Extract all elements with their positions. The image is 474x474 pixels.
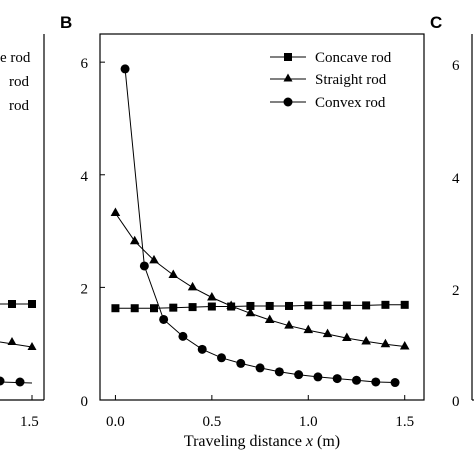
straight-data-point (399, 341, 410, 350)
straight-data-point (380, 338, 391, 348)
legend-straight-label: Straight rod (315, 72, 387, 88)
concave-data-point (150, 304, 158, 313)
legend-convex-marker (283, 97, 293, 107)
right-panel-y-tick-label-4: 4 (452, 171, 460, 187)
convex-data-point (332, 374, 342, 384)
convex-data-point (236, 358, 246, 368)
legend-concave-label: Concave rod (315, 50, 392, 66)
x-tick-label: 1.5 (395, 414, 414, 430)
concave-data-point (265, 301, 274, 310)
y-tick-label: 0 (81, 394, 89, 410)
convex-data-point (352, 375, 361, 385)
straight-data-point (303, 324, 314, 334)
legend-straight-marker (283, 73, 293, 82)
concave-line (115, 304, 405, 309)
panel-b-label: B (60, 13, 72, 32)
straight-data-point (129, 235, 140, 245)
convex-data-point (255, 363, 265, 373)
convex-data-point (159, 314, 169, 324)
concave-data-point (400, 300, 409, 309)
convex-data-point (313, 372, 323, 382)
left-straight-point (7, 337, 17, 345)
panel-b-plot-frame (99, 33, 425, 401)
x-tick-label: 1.0 (299, 414, 318, 430)
straight-data-point (168, 269, 179, 278)
concave-data-point (362, 301, 371, 310)
straight-data-point (361, 335, 371, 345)
left-straight-point (27, 342, 37, 350)
left-legend-entry-straight: rod (9, 74, 29, 90)
convex-data-point (294, 370, 304, 380)
left-panel-x-tick-label: 1.5 (20, 414, 39, 430)
left-partial-panel: 1.5 e rod rod rod (0, 34, 45, 430)
convex-data-point (178, 331, 188, 341)
concave-data-point (246, 301, 255, 310)
concave-data-point (111, 304, 120, 313)
convex-data-point (371, 377, 381, 387)
left-concave-point (8, 300, 16, 308)
y-tick-label: 2 (81, 281, 89, 297)
straight-data-point (207, 292, 217, 301)
x-axis-title-variable: x (305, 433, 313, 450)
panel-b: B 0.0 0.5 1.0 1.5 0 2 4 6 Traveling distance x … (60, 13, 425, 450)
concave-data-point (130, 304, 139, 313)
straight-data-point (264, 314, 275, 324)
convex-data-point (197, 344, 207, 354)
left-legend-entry-convex: rod (9, 98, 29, 114)
left-panel-series-concave (0, 300, 36, 308)
legend-concave-marker (284, 53, 292, 61)
convex-data-point (274, 367, 284, 377)
concave-data-point (342, 301, 351, 310)
concave-data-point (285, 301, 293, 310)
left-legend-entry-concave: e rod (0, 50, 31, 66)
straight-data-point (322, 328, 333, 338)
left-concave-point (28, 300, 36, 308)
y-tick-label: 6 (81, 56, 89, 72)
right-panel-y-tick-label-2: 2 (452, 283, 460, 299)
right-panel-y-tick-label-0: 0 (452, 394, 460, 410)
left-panel-series-straight (0, 337, 37, 350)
straight-data-point (110, 207, 121, 217)
straight-data-point (245, 307, 256, 317)
convex-data-point (217, 353, 226, 363)
panel-c-label: C (430, 13, 442, 32)
straight-data-point (187, 281, 198, 291)
x-axis-title-prefix: Traveling distance (184, 433, 306, 450)
convex-data-point (390, 378, 400, 388)
concave-data-point (188, 303, 197, 312)
convex-line (124, 68, 396, 383)
panel-b-legend: Concave rod Straight rod Convex rod (270, 50, 392, 111)
series-convex (120, 64, 400, 388)
left-convex-point (0, 376, 5, 386)
x-tick-label: 0.0 (106, 414, 125, 430)
series-concave (111, 300, 409, 313)
x-axis-title-unit: (m) (313, 433, 340, 450)
y-tick-label: 4 (81, 169, 89, 185)
convex-data-point (120, 64, 130, 74)
concave-data-point (304, 301, 313, 310)
left-panel-series-convex (0, 376, 33, 387)
left-panel-legend: e rod rod rod (0, 50, 31, 114)
panel-b-ticks: 0.0 0.5 1.0 1.5 0 2 4 6 (81, 56, 415, 430)
panel-b-series (110, 64, 410, 388)
straight-data-point (226, 300, 236, 309)
straight-data-point (149, 254, 159, 264)
straight-line (114, 212, 405, 347)
straight-data-point (284, 320, 294, 329)
legend-convex-label: Convex rod (315, 95, 386, 111)
straight-data-point (342, 332, 352, 342)
series-straight (110, 207, 410, 350)
panel-b-x-axis-title: Traveling distance x (m) (184, 433, 340, 450)
concave-data-point (381, 300, 390, 309)
concave-data-point (207, 302, 216, 311)
x-tick-label: 0.5 (202, 414, 221, 430)
right-panel-y-tick-label-6: 6 (452, 58, 460, 74)
convex-data-point (139, 261, 149, 271)
concave-data-point (323, 301, 332, 310)
right-partial-panel: C 6 4 2 0 (430, 13, 474, 410)
concave-data-point (169, 303, 178, 312)
left-convex-point (15, 377, 25, 387)
